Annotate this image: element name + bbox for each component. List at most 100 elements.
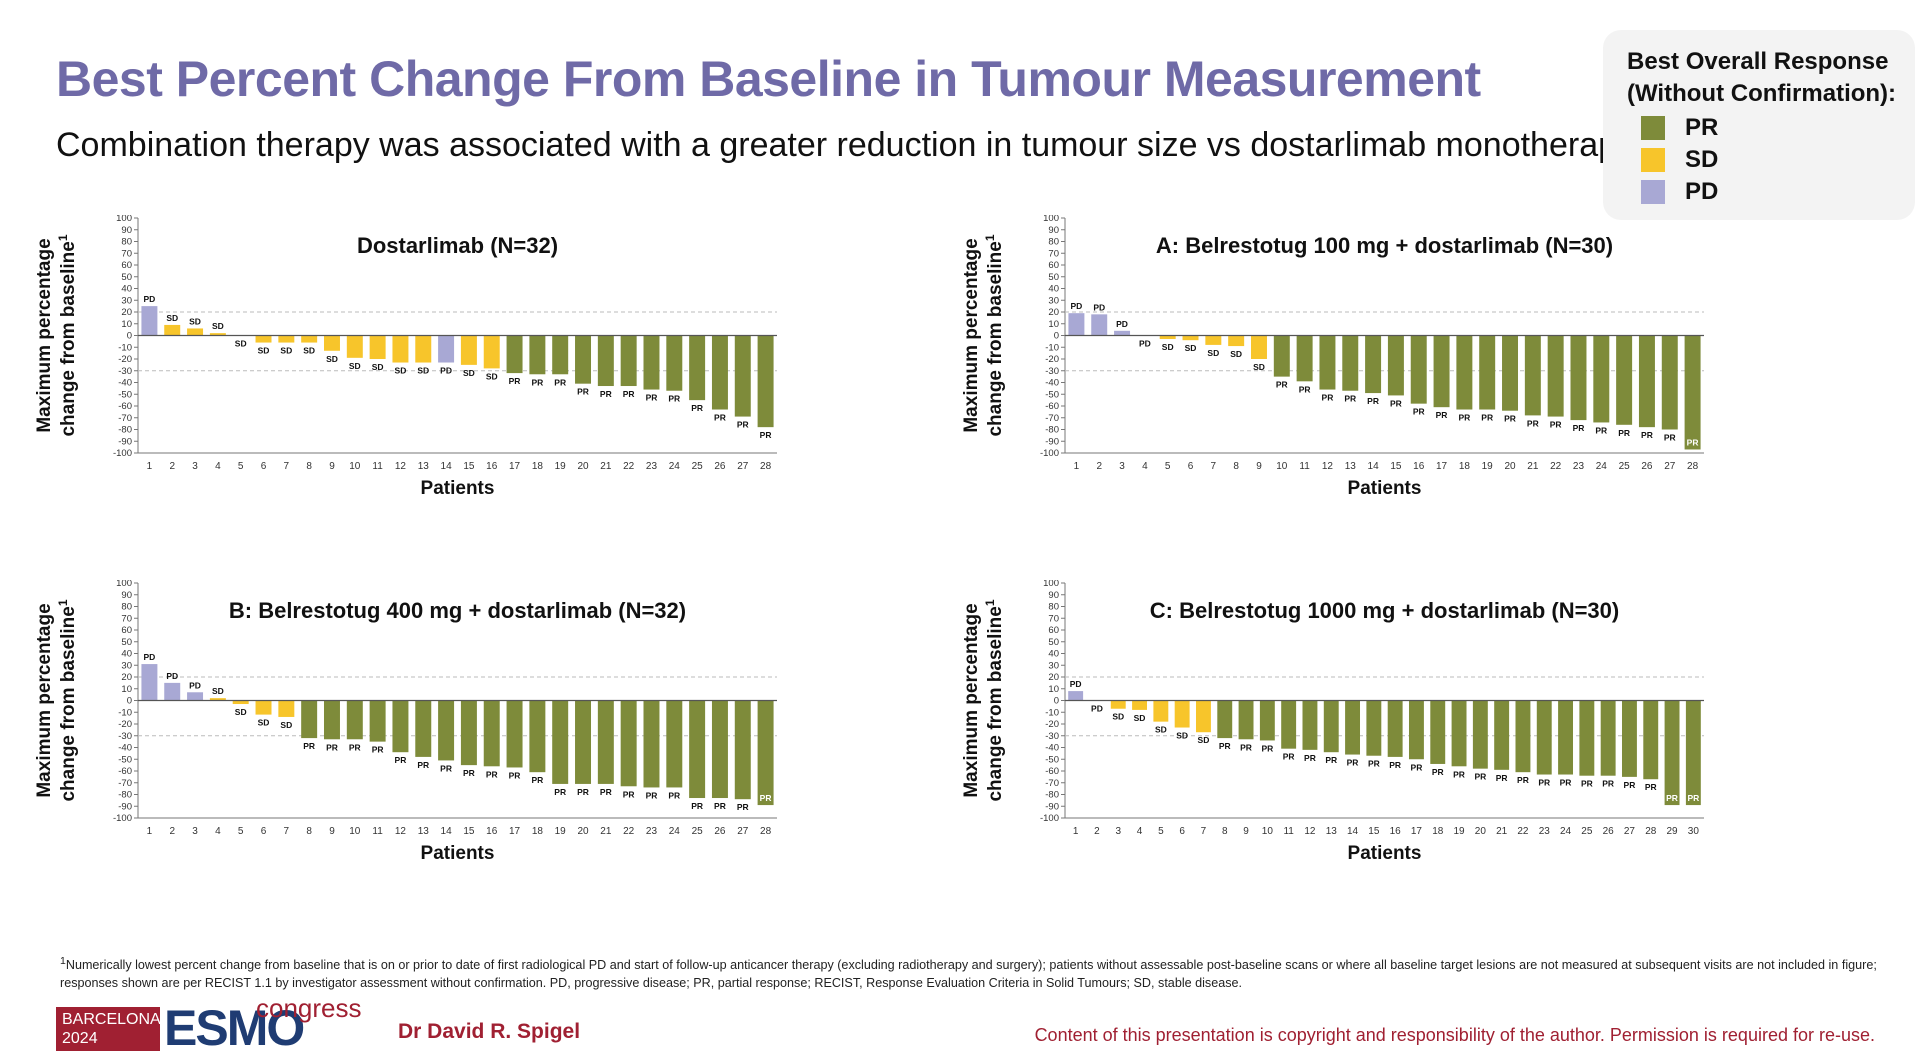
bar — [1302, 700, 1318, 750]
bar-label: PR — [1560, 778, 1572, 788]
bar — [757, 335, 774, 428]
bar-label: SD — [280, 346, 292, 356]
y-tick-label: -100 — [1040, 448, 1059, 459]
bar-label: PD — [144, 294, 156, 304]
y-axis-label-superscript: 1 — [983, 234, 997, 241]
bar-label: SD — [235, 707, 247, 717]
bar-label: PR — [577, 787, 589, 797]
x-tick-label: 18 — [532, 826, 544, 837]
y-tick-label: -20 — [1045, 354, 1059, 365]
bar — [187, 692, 204, 701]
x-tick-label: 9 — [1256, 461, 1262, 472]
x-tick-label: 14 — [441, 461, 453, 472]
y-tick-label: 20 — [1048, 307, 1059, 318]
bar-label: SD — [1112, 712, 1124, 722]
bar — [1323, 700, 1339, 753]
bar-label: PR — [1474, 772, 1486, 782]
x-tick-label: 19 — [555, 461, 567, 472]
bar — [734, 700, 751, 800]
bar — [1195, 700, 1211, 733]
y-axis-label-line2: change from baseline1 — [983, 599, 1006, 801]
logo-congress: congress — [256, 993, 362, 1023]
bar — [552, 700, 569, 784]
x-tick-label: 26 — [714, 461, 726, 472]
chart-title: Dostarlimab (N=32) — [357, 233, 558, 258]
bar-label: SD — [395, 366, 407, 376]
bar — [620, 335, 637, 387]
bar — [392, 335, 409, 363]
bar — [1408, 700, 1424, 760]
bar-label: PR — [714, 801, 726, 811]
bar-label: PR — [326, 742, 338, 752]
bar-label: PR — [1538, 778, 1550, 788]
bar — [392, 700, 409, 753]
legend-title: Best Overall Response (Without Confirmat… — [1627, 46, 1896, 110]
bar — [415, 700, 432, 757]
bar — [164, 682, 181, 701]
bar — [1153, 700, 1169, 722]
y-tick-label: -10 — [118, 707, 132, 718]
y-tick-label: 0 — [1054, 696, 1059, 707]
bar-label: PD — [1093, 302, 1105, 312]
x-tick-label: 5 — [238, 461, 244, 472]
x-tick-label: 18 — [532, 461, 544, 472]
bar — [278, 335, 295, 343]
y-tick-label: 80 — [121, 602, 132, 613]
bar-label: PD — [1071, 301, 1083, 311]
x-tick-label: 24 — [669, 461, 681, 472]
bar — [666, 700, 683, 788]
bar-label: PR — [1453, 769, 1465, 779]
y-tick-label: -90 — [1045, 436, 1059, 447]
x-tick-label: 18 — [1459, 461, 1471, 472]
legend-label-sd: SD — [1685, 146, 1719, 173]
y-tick-label: -50 — [1045, 389, 1059, 400]
y-tick-label: -40 — [118, 378, 132, 389]
bar — [1684, 335, 1701, 450]
x-tick-label: 16 — [1413, 461, 1425, 472]
bar — [1296, 335, 1313, 382]
bar — [1479, 335, 1496, 410]
bar-label: PR — [1602, 779, 1614, 789]
x-tick-label: 30 — [1688, 826, 1700, 837]
bar-label: SD — [1155, 725, 1167, 735]
bar — [255, 335, 272, 343]
bar — [1472, 700, 1488, 769]
x-tick-label: 14 — [441, 826, 453, 837]
x-tick-label: 21 — [600, 461, 612, 472]
x-tick-label: 24 — [669, 826, 681, 837]
x-tick-label: 13 — [418, 826, 430, 837]
bar-label: PR — [623, 389, 635, 399]
bar-label: PR — [691, 403, 703, 413]
y-tick-label: -70 — [1045, 413, 1059, 424]
y-axis-label-superscript: 1 — [56, 599, 70, 606]
x-tick-label: 19 — [1453, 826, 1465, 837]
bar-label: SD — [189, 316, 201, 326]
y-tick-label: 50 — [1048, 272, 1059, 283]
y-axis-label-line1: Maximum percentage — [34, 603, 55, 797]
logo-year: 2024 — [62, 1030, 98, 1047]
bar-label: PR — [1368, 759, 1380, 769]
x-tick-label: 15 — [463, 826, 475, 837]
bar — [1430, 700, 1446, 764]
bar-label: PR — [1389, 760, 1401, 770]
bar-label: PR — [1299, 384, 1311, 394]
y-tick-label: 50 — [1048, 637, 1059, 648]
bar — [506, 335, 523, 374]
bar-label: SD — [326, 354, 338, 364]
x-tick-label: 10 — [349, 826, 361, 837]
bar — [1205, 335, 1222, 345]
bar — [1616, 335, 1633, 425]
x-tick-label: 9 — [329, 461, 335, 472]
copyright-notice: Content of this presentation is copyrigh… — [1034, 1025, 1875, 1045]
bar — [1238, 700, 1254, 740]
x-tick-label: 2 — [169, 826, 175, 837]
y-tick-label: 10 — [1048, 319, 1059, 330]
x-tick-label: 21 — [1496, 826, 1508, 837]
bar-label: PR — [668, 394, 680, 404]
bar — [483, 700, 500, 767]
bar-label: PD — [1091, 704, 1103, 714]
x-tick-label: 20 — [577, 461, 589, 472]
x-tick-label: 22 — [623, 826, 635, 837]
y-axis-label-superscript: 1 — [983, 599, 997, 606]
y-tick-label: 80 — [121, 237, 132, 248]
